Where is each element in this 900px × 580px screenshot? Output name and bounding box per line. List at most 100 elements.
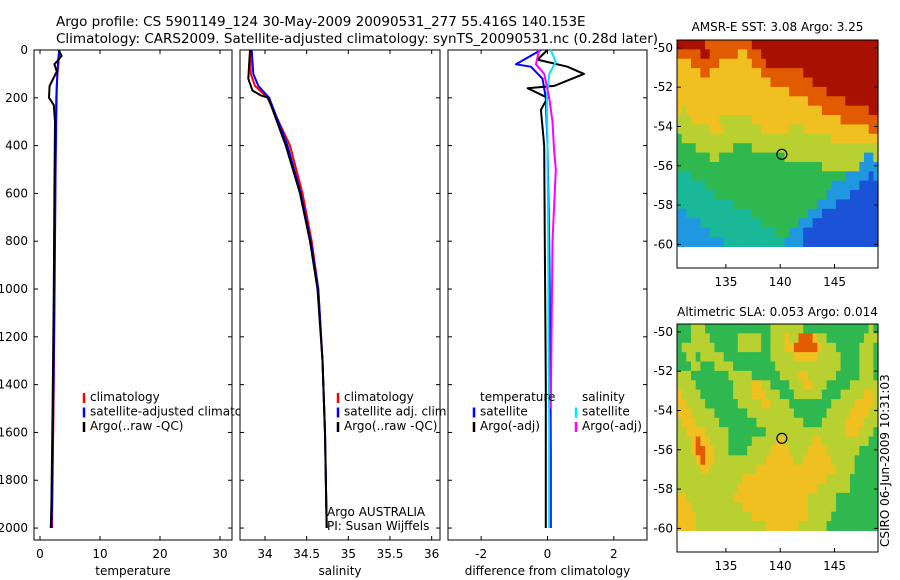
- heatmap-cell: [761, 199, 767, 210]
- heatmap-cell: [700, 464, 706, 475]
- heatmap-cell: [849, 511, 856, 522]
- heatmap-cell: [798, 352, 804, 363]
- heatmap-cell: [798, 96, 804, 107]
- heatmap-cell: [747, 58, 753, 69]
- heatmap-cell: [747, 40, 753, 50]
- heatmap-cell: [840, 77, 846, 88]
- heatmap-cell: [840, 492, 846, 503]
- heatmap-cell: [756, 208, 762, 219]
- heatmap-cell: [695, 370, 701, 381]
- heatmap-cell: [779, 436, 786, 447]
- heatmap-cell: [831, 399, 837, 410]
- heatmap-cell: [807, 370, 814, 381]
- heatmap-cell: [803, 455, 809, 466]
- heatmap-cell: [803, 190, 809, 201]
- heatmap-cell: [849, 115, 856, 126]
- heatmap-cell: [681, 417, 687, 428]
- heatmap-cell: [784, 124, 790, 135]
- heatmap-cell: [756, 342, 762, 353]
- heatmap-cell: [835, 445, 842, 456]
- heatmap-cell: [863, 143, 870, 154]
- heatmap-cell: [728, 77, 734, 88]
- heatmap-cell: [835, 361, 842, 372]
- heatmap-cell: [770, 143, 776, 154]
- heatmap-cell: [709, 352, 715, 363]
- heatmap-cell: [742, 436, 748, 447]
- heatmap-cell: [677, 511, 683, 522]
- heatmap-cell: [807, 399, 814, 410]
- heatmap-cell: [770, 58, 776, 69]
- heatmap-cell: [677, 370, 683, 381]
- heatmap-cell: [765, 361, 772, 372]
- heatmap-cell: [784, 483, 790, 494]
- heatmap-cell: [728, 511, 734, 522]
- heatmap-cell: [705, 361, 711, 372]
- heatmap-cell: [854, 105, 860, 116]
- heatmap-cell: [770, 380, 776, 391]
- heatmap-cell: [845, 180, 851, 191]
- heatmap-cell: [728, 133, 734, 144]
- heatmap-cell: [686, 143, 692, 154]
- heatmap-cell: [765, 161, 772, 172]
- heatmap-cell: [719, 464, 725, 475]
- heatmap-cell: [868, 77, 874, 88]
- heatmap-cell: [863, 68, 870, 79]
- heatmap-cell: [803, 436, 809, 447]
- heatmap-cell: [723, 521, 730, 531]
- heatmap-cell: [821, 40, 828, 50]
- heatmap-cell: [784, 133, 790, 144]
- heatmap-cell: [784, 474, 790, 485]
- heatmap-cell: [709, 190, 715, 201]
- heatmap-cell: [849, 58, 856, 69]
- heatmap-cell: [859, 143, 865, 154]
- heatmap-cell: [826, 408, 832, 419]
- heatmap-cell: [733, 521, 739, 531]
- heatmap-cell: [742, 115, 748, 126]
- heatmap-cell: [723, 342, 730, 353]
- heatmap-cell: [681, 436, 687, 447]
- heatmap-cell: [793, 86, 800, 97]
- heatmap-cell: [756, 324, 762, 334]
- heatmap-cell: [747, 511, 753, 522]
- heatmap-cell: [817, 333, 823, 344]
- heatmap-cell: [859, 474, 865, 485]
- heatmap-cell: [756, 199, 762, 210]
- heatmap-cell: [686, 180, 692, 191]
- heatmap-cell: [714, 152, 720, 163]
- heatmap-cell: [751, 86, 758, 97]
- heatmap-cell: [709, 208, 715, 219]
- heatmap-cell: [812, 86, 818, 97]
- heatmap-cell: [812, 49, 818, 60]
- heatmap-cell: [681, 152, 687, 163]
- heatmap-cell: [681, 389, 687, 400]
- heatmap-cell: [756, 417, 762, 428]
- heatmap-cell: [700, 77, 706, 88]
- heatmap-cell: [677, 399, 683, 410]
- heatmap-cell: [863, 502, 870, 513]
- heatmap-cell: [845, 417, 851, 428]
- heatmap-cell: [705, 171, 711, 182]
- heatmap-cell: [761, 445, 767, 456]
- heatmap-cell: [691, 436, 697, 447]
- heatmap-cell: [742, 218, 748, 229]
- heatmap-cell: [705, 352, 711, 363]
- heatmap-cell: [728, 143, 734, 154]
- heatmap-cell: [723, 324, 730, 334]
- heatmap-cell: [863, 227, 870, 238]
- heatmap-cell: [761, 389, 767, 400]
- heatmap-cell: [789, 40, 795, 50]
- heatmap-cell: [695, 171, 701, 182]
- heatmap-cell: [831, 445, 837, 456]
- heatmap-cell: [709, 133, 715, 144]
- heatmap-cell: [775, 352, 781, 363]
- heatmap-cell: [826, 511, 832, 522]
- heatmap-cell: [784, 152, 790, 163]
- heatmap-cell: [681, 502, 687, 513]
- heatmap-cell: [807, 49, 814, 60]
- heatmap-cell: [821, 474, 828, 485]
- heatmap-cell: [714, 86, 720, 97]
- heatmap-cell: [840, 427, 846, 438]
- heatmap-cell: [775, 474, 781, 485]
- heatmap-cell: [733, 161, 739, 172]
- heatmap-cell: [784, 342, 790, 353]
